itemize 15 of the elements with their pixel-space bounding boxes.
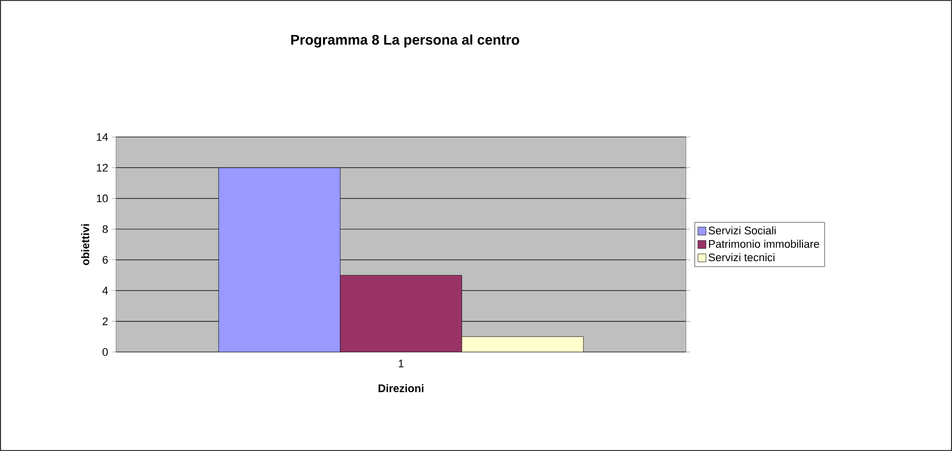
y-tick-label: 6	[102, 256, 108, 264]
y-tick-label: 14	[96, 133, 108, 141]
y-tick-label: 12	[96, 164, 108, 172]
x-tick-label: 1	[398, 360, 404, 368]
y-tick-label: 10	[96, 194, 108, 202]
x-axis-title: Direzioni	[378, 384, 424, 392]
legend-label: Patrimonio immobiliare	[709, 240, 820, 248]
y-tick-label: 4	[102, 286, 108, 294]
legend-label: Servizi Sociali	[708, 226, 776, 234]
y-axis-title: obiettivi	[81, 224, 90, 266]
y-tick-label: 0	[102, 348, 108, 356]
chart-title: Programma 8 La persona al centro	[291, 34, 520, 48]
legend-label: Servizi tecnici	[708, 253, 774, 262]
y-tick-label: 2	[102, 317, 108, 326]
y-tick-label: 8	[102, 225, 108, 234]
